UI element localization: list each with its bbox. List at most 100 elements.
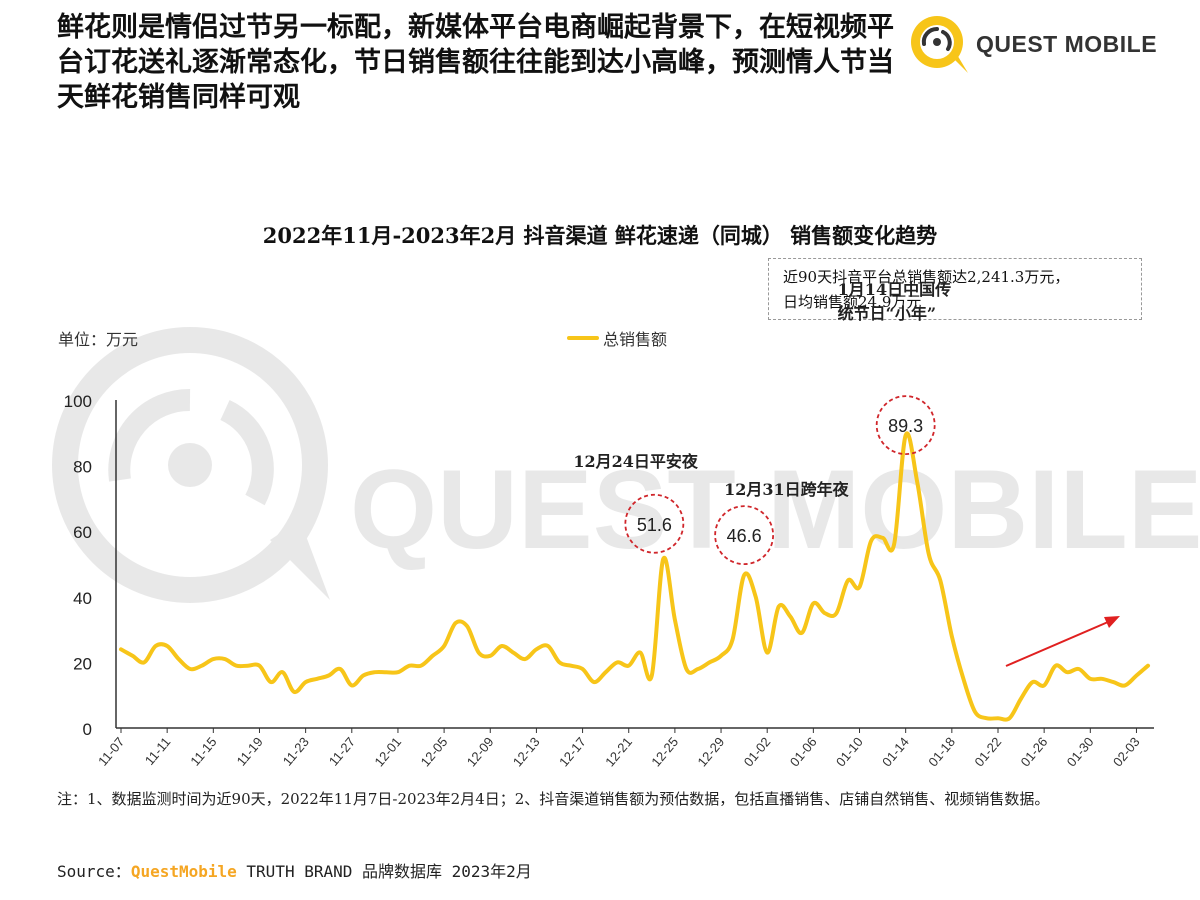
data-point xyxy=(396,670,400,674)
data-point xyxy=(1123,683,1127,687)
source-brand: QuestMobile xyxy=(130,862,237,881)
data-point xyxy=(834,611,838,615)
x-tick-label: 01-02 xyxy=(741,734,774,769)
data-point xyxy=(684,667,688,671)
watermark-text: QUEST MOBILE xyxy=(350,447,1200,572)
x-tick-label: 02-03 xyxy=(1110,734,1143,769)
data-point xyxy=(569,664,573,668)
data-point xyxy=(361,674,365,678)
data-point xyxy=(269,680,273,684)
data-point xyxy=(765,651,769,655)
data-point xyxy=(546,644,550,648)
data-point xyxy=(465,624,469,628)
data-point xyxy=(638,651,642,655)
annotation-text: 12月31日跨年夜 xyxy=(724,480,850,499)
data-point xyxy=(950,634,954,638)
data-point xyxy=(892,542,896,546)
data-point xyxy=(500,644,504,648)
data-point xyxy=(188,667,192,671)
x-tick-label: 01-06 xyxy=(787,734,820,769)
data-point xyxy=(211,657,215,661)
data-point xyxy=(1111,680,1115,684)
data-point xyxy=(1135,674,1139,678)
data-point xyxy=(592,680,596,684)
source-prefix: Source： xyxy=(57,862,131,881)
chart-plot xyxy=(119,431,1150,722)
data-point xyxy=(581,667,585,671)
y-tick-label: 40 xyxy=(73,589,92,608)
data-point xyxy=(511,651,515,655)
x-tick-label: 11-15 xyxy=(187,734,219,768)
data-point xyxy=(154,644,158,648)
x-tick-label: 12-09 xyxy=(464,734,497,769)
data-point xyxy=(327,674,331,678)
data-point xyxy=(846,578,850,582)
summary-line-2: 日均销售额24.9万元 xyxy=(783,293,922,311)
data-point xyxy=(869,539,873,543)
data-point xyxy=(258,664,262,668)
x-tick-label: 01-30 xyxy=(1064,734,1097,769)
watermark-logo-icon xyxy=(52,327,330,603)
data-point xyxy=(1100,677,1104,681)
data-point xyxy=(777,605,781,609)
data-point xyxy=(742,573,746,577)
x-tick-label: 12-01 xyxy=(371,734,404,769)
legend-label: 总销售额 xyxy=(603,330,668,349)
x-tick-label: 01-22 xyxy=(971,734,1004,769)
page-headline: 鲜花则是情侣过节另一标配，新媒体平台电商崛起背景下，在短视频平台订花送礼逐渐常态… xyxy=(57,12,894,113)
data-point xyxy=(823,611,827,615)
data-point xyxy=(384,670,388,674)
data-point xyxy=(627,664,631,668)
trend-arrow xyxy=(1005,616,1120,667)
y-tick-label: 20 xyxy=(73,654,92,673)
data-point xyxy=(788,615,792,619)
data-point xyxy=(927,552,931,556)
x-tick-label: 01-18 xyxy=(925,734,958,769)
data-point xyxy=(881,536,885,540)
x-tick-label: 11-19 xyxy=(234,734,266,768)
annotation-text-line-2: 统节日“小年” xyxy=(838,304,936,323)
x-tick-label: 01-14 xyxy=(879,734,912,769)
line-chart: QUEST MOBILE 0 20 40 60 80 100 11-07 11-11 11-15… xyxy=(52,280,1200,769)
source-suffix: TRUTH BRAND 品牌数据库 2023年2月 xyxy=(236,862,532,881)
annotation-text: 12月24日平安夜 xyxy=(573,452,699,471)
data-point xyxy=(1031,680,1035,684)
data-point xyxy=(673,618,677,622)
x-tick-label: 12-25 xyxy=(648,734,681,769)
series-line-total-sales xyxy=(119,431,1150,722)
data-point xyxy=(234,664,238,668)
watermark: QUEST MOBILE xyxy=(52,327,1200,603)
data-point xyxy=(419,664,423,668)
data-point xyxy=(973,710,977,714)
data-point xyxy=(534,647,538,651)
data-point xyxy=(661,557,665,561)
data-point xyxy=(1077,667,1081,671)
data-point xyxy=(1088,677,1092,681)
questmobile-logo-icon xyxy=(911,16,968,73)
data-point xyxy=(1065,670,1069,674)
data-point xyxy=(1008,716,1012,720)
data-point xyxy=(292,690,296,694)
chart-title: 2022年11月-2023年2月 抖音渠道 鲜花速递（同城） 销售额变化趋势 xyxy=(262,223,938,248)
data-point xyxy=(338,667,342,671)
x-tick-label: 12-29 xyxy=(694,734,727,769)
legend-swatch xyxy=(567,336,599,340)
data-point xyxy=(961,677,965,681)
data-point xyxy=(246,664,250,668)
data-point xyxy=(177,657,181,661)
annotation-value-label: 51.6 xyxy=(637,515,672,535)
annotation-circle xyxy=(624,493,685,554)
data-point xyxy=(304,680,308,684)
data-point xyxy=(754,595,758,599)
data-point xyxy=(119,647,123,651)
x-tick-label: 12-05 xyxy=(418,734,451,769)
data-point xyxy=(488,654,492,658)
data-point xyxy=(800,631,804,635)
data-point xyxy=(708,660,712,664)
data-point xyxy=(315,677,319,681)
data-point xyxy=(984,716,988,720)
data-point xyxy=(731,637,735,641)
footnote: 注：1、数据监测时间为近90天，2022年11月7日-2023年2月4日；2、抖… xyxy=(57,790,1050,808)
x-tick-label: 12-21 xyxy=(602,734,635,769)
data-point xyxy=(523,657,527,661)
